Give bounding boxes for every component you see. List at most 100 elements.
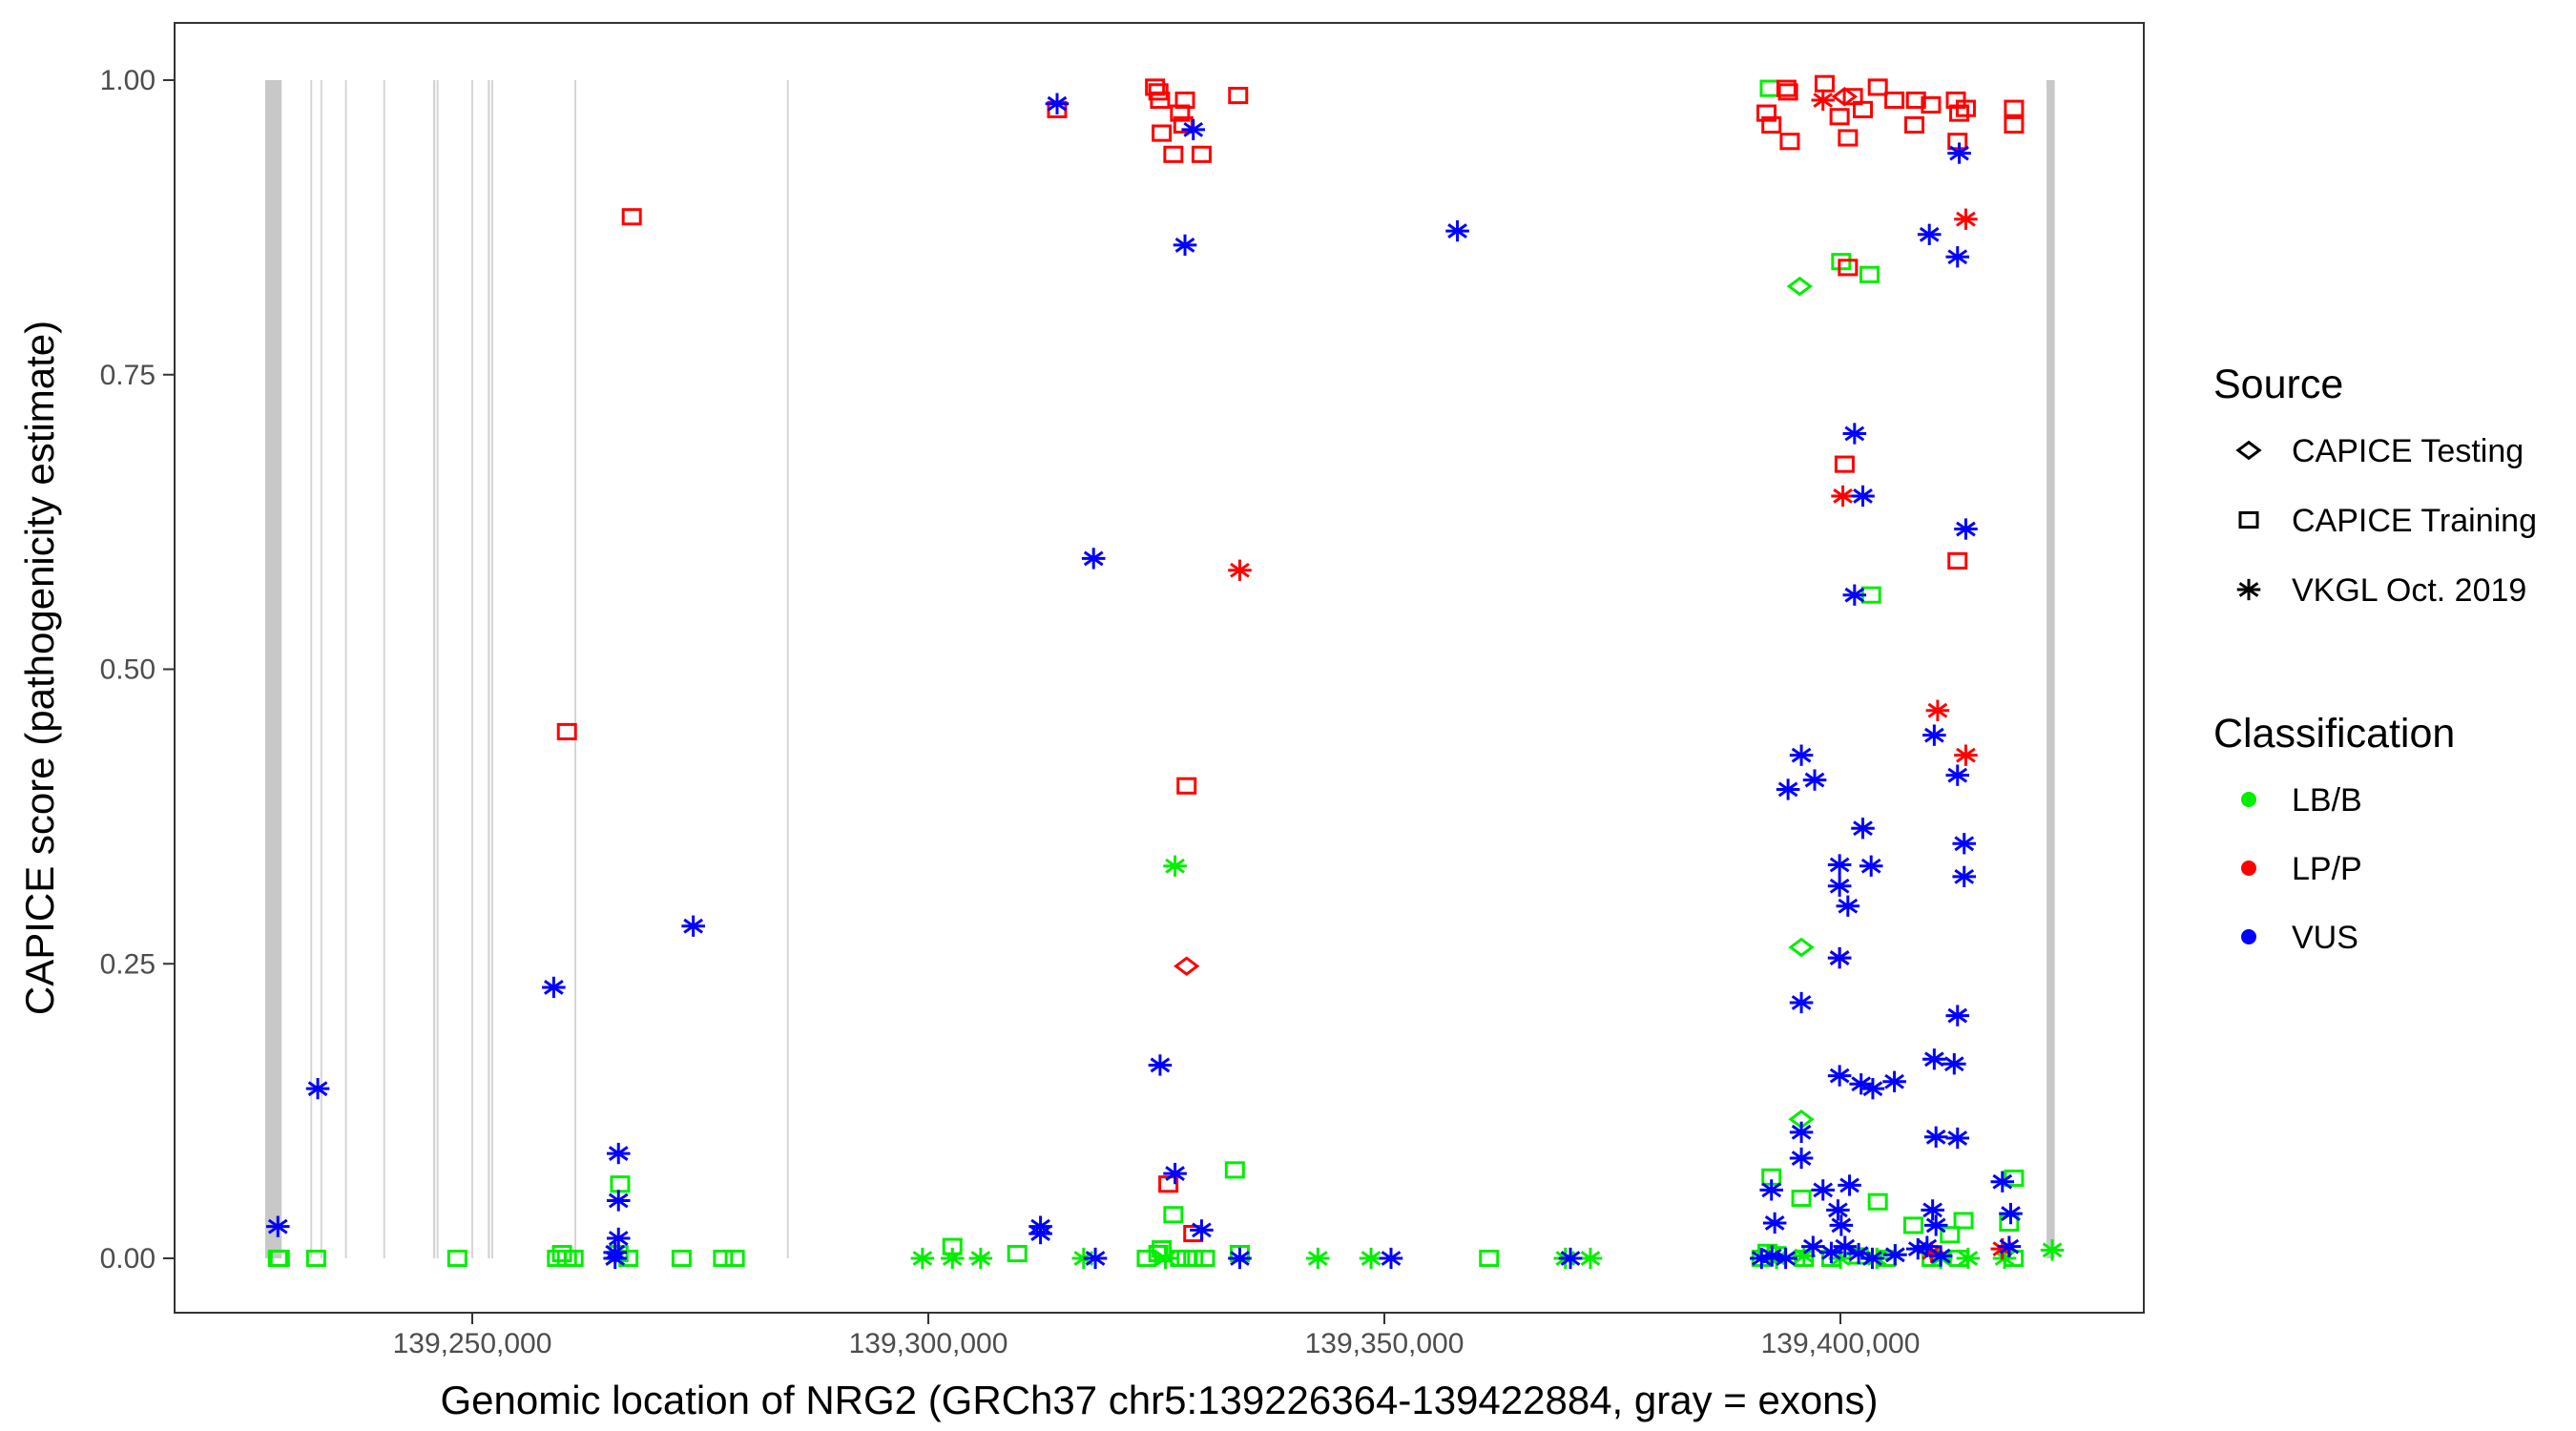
data-points [266,74,2065,1270]
exon-band [786,80,789,1258]
data-point [305,1078,330,1100]
data-point [556,722,577,741]
plot-panel-border [174,22,2145,1314]
data-point [1306,1247,1330,1270]
data-point [1915,1235,1940,1257]
data-point [1827,946,1852,969]
data-point [1176,1249,1197,1268]
data-point [269,1249,290,1268]
data-point [621,208,642,226]
series-capice-training-lb-b [267,79,2025,1268]
data-point [1379,1247,1403,1270]
data-point [1922,1048,1946,1070]
data-point [1833,1235,1858,1257]
data-point [1904,115,1925,134]
y-tick-label: 0.00 [100,1243,156,1275]
series-vkgl-oct-2019-vus [266,93,2023,1270]
exon-band [574,80,576,1258]
legend-key-dot [2241,861,2256,876]
data-point [1949,104,1970,122]
legend-source-title: Source [2213,362,2343,407]
legend-key-diamond [2235,440,2262,461]
legend-item: CAPICE Testing [2235,433,2524,469]
data-point [1851,485,1875,508]
data-point [1940,1226,1961,1244]
data-point [1922,724,1946,746]
data-point [968,1247,993,1270]
data-point [1947,133,1968,151]
data-point [1811,1179,1836,1201]
legend-label: LP/P [2292,851,2362,887]
data-point [1827,875,1852,897]
legend-item: CAPICE Training [2238,503,2537,539]
exon-band [436,80,439,1258]
x-tick-label: 139,350,000 [1305,1328,1465,1359]
legend-item: LB/B [2241,782,2362,819]
data-point [1942,1053,1966,1075]
data-point [1176,777,1197,795]
legend-key-square [2238,510,2259,529]
data-point [1776,79,1797,97]
x-axis-title: Genomic location of NRG2 (GRCh37 chr5:13… [440,1378,1878,1422]
data-point [1867,1192,1888,1211]
exon-band [264,80,282,1258]
data-point [1777,83,1798,101]
legend-item: VUS [2241,920,2358,956]
data-point [1834,455,1855,473]
data-point [1007,1245,1028,1263]
data-point [610,1175,631,1193]
exon-band [320,80,322,1258]
data-point [1801,1235,1825,1257]
y-axis: 0.00 0.25 0.50 0.75 1.00 [100,65,175,1275]
data-point [1153,1247,1177,1270]
data-point [1148,1054,1173,1076]
y-tick-label: 0.75 [100,360,156,391]
data-point [1479,1249,1500,1268]
data-point [1183,1249,1204,1268]
exon-band [344,80,347,1258]
data-point [1917,223,1942,245]
data-point [2004,99,2025,117]
exon-band [491,80,493,1258]
data-point [1558,1247,1583,1270]
x-tick-label: 139,400,000 [1761,1328,1921,1359]
data-point [1762,1212,1787,1234]
legend-label: LB/B [2292,782,2362,819]
legend-label: VUS [2292,920,2358,956]
exon-band [432,80,436,1258]
data-point [542,976,566,999]
data-point [1954,518,1978,540]
data-point [1884,91,1905,110]
data-point [606,1190,631,1212]
data-point [1148,1245,1169,1263]
data-point [1867,78,1888,96]
legend-classification-title: Classification [2213,711,2455,757]
data-point [1145,78,1166,96]
data-point [1945,1005,1970,1027]
data-point [1947,142,1971,164]
data-point [1953,1212,1974,1230]
data-point [603,1247,627,1270]
data-point [1923,1214,1948,1236]
exon-band [310,80,313,1258]
data-point [1045,93,1070,114]
data-point [1860,1247,1884,1270]
legend-label: CAPICE Training [2292,503,2537,539]
x-tick-label: 139,250,000 [393,1328,552,1359]
exon-band [488,80,490,1258]
data-point [1921,1199,1944,1221]
data-point [1836,895,1860,917]
data-point [1759,1179,1784,1201]
legend-key-dot [2241,929,2256,944]
legend-item: LP/P [2241,851,2362,887]
data-point [1792,1245,1817,1267]
data-point [1955,99,1976,117]
data-point [1945,764,1970,786]
data-point [1945,1127,1970,1150]
data-point [681,915,705,937]
data-point [1174,956,1200,976]
data-point [1786,276,1814,297]
data-point [1905,91,1926,110]
data-point [1445,219,1469,242]
data-point [1990,1171,2015,1192]
